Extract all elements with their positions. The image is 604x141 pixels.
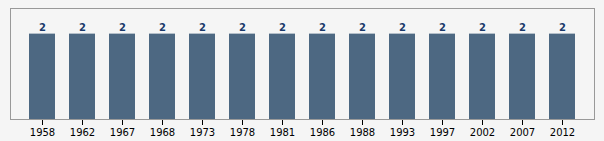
svg-text:2: 2 [319,22,326,33]
svg-text:2: 2 [239,22,246,33]
svg-text:1993: 1993 [390,127,415,138]
svg-text:2: 2 [79,22,86,33]
svg-text:1973: 1973 [190,127,215,138]
svg-text:2: 2 [399,22,406,33]
svg-text:2012: 2012 [550,127,575,138]
svg-text:2007: 2007 [510,127,535,138]
svg-text:2: 2 [559,22,566,33]
svg-text:1958: 1958 [30,127,55,138]
svg-text:1988: 1988 [350,127,375,138]
svg-text:2: 2 [119,22,126,33]
svg-text:1997: 1997 [430,127,455,138]
svg-text:2: 2 [279,22,286,33]
svg-text:2: 2 [39,22,46,33]
svg-text:2: 2 [199,22,206,33]
svg-text:1962: 1962 [70,127,95,138]
svg-text:2002: 2002 [470,127,495,138]
svg-text:2: 2 [479,22,486,33]
svg-text:1968: 1968 [150,127,175,138]
svg-text:2: 2 [159,22,166,33]
svg-text:2: 2 [519,22,526,33]
svg-text:2: 2 [439,22,446,33]
svg-text:1967: 1967 [110,127,135,138]
svg-text:2: 2 [359,22,366,33]
svg-text:1981: 1981 [270,127,295,138]
svg-text:1986: 1986 [310,127,335,138]
svg-text:1978: 1978 [230,127,255,138]
